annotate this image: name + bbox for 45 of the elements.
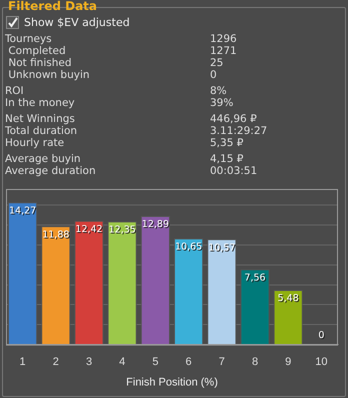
text: Tourneys xyxy=(5,33,53,45)
data-label: 12,35 xyxy=(108,224,136,236)
text: 3.11:29:27 xyxy=(210,125,268,137)
text: 446,96 ₽ xyxy=(210,113,257,125)
x-tick-label: 2 xyxy=(52,356,59,368)
text: Completed xyxy=(7,45,67,57)
text: Net Winnings xyxy=(5,113,76,125)
text: Not finished xyxy=(7,57,73,69)
chart-title: Filtered Data xyxy=(8,0,98,13)
text: 25 xyxy=(210,57,224,69)
x-axis-title: Finish Position (%) xyxy=(126,376,218,388)
text: 00:03:51 xyxy=(210,165,258,177)
text: 1271 xyxy=(210,45,237,57)
data-label: 12,42 xyxy=(75,224,103,235)
x-tick-label: 1 xyxy=(20,356,26,368)
data-label: 14,27 xyxy=(9,205,36,216)
x-tick-label: 6 xyxy=(186,356,192,368)
data-label: 10,65 xyxy=(175,242,202,253)
data-label: 11,88 xyxy=(42,229,70,240)
text: Unknown buyin xyxy=(7,69,91,81)
text: 1296 xyxy=(210,33,237,45)
text: Total duration xyxy=(5,125,78,137)
annotation: 0 xyxy=(318,330,324,341)
text: 0 xyxy=(210,69,217,81)
text: Hourly rate xyxy=(5,137,66,149)
data-label: 12,89 xyxy=(142,219,169,230)
data-label: 7,56 xyxy=(244,272,266,284)
text: 39% xyxy=(210,97,234,109)
x-tick-label: 3 xyxy=(86,356,92,368)
text: Show $EV adjusted xyxy=(24,16,130,29)
text: In the money xyxy=(5,97,76,109)
text: ROI xyxy=(5,85,25,97)
x-tick-label: 9 xyxy=(285,356,292,368)
text: 4,15 ₽ xyxy=(210,153,244,165)
text: 8% xyxy=(210,85,227,97)
x-tick-label: 4 xyxy=(119,356,126,368)
text: 5,35 ₽ xyxy=(210,137,244,149)
text: Average duration xyxy=(5,165,97,177)
text: Average buyin xyxy=(5,153,82,165)
data-label: 5,48 xyxy=(278,293,299,304)
x-tick-label: 10 xyxy=(315,356,328,368)
x-tick-label: 8 xyxy=(252,356,258,368)
x-tick-label: 5 xyxy=(152,356,158,368)
data-label: 10,57 xyxy=(208,242,236,254)
x-tick-label: 7 xyxy=(218,356,225,368)
